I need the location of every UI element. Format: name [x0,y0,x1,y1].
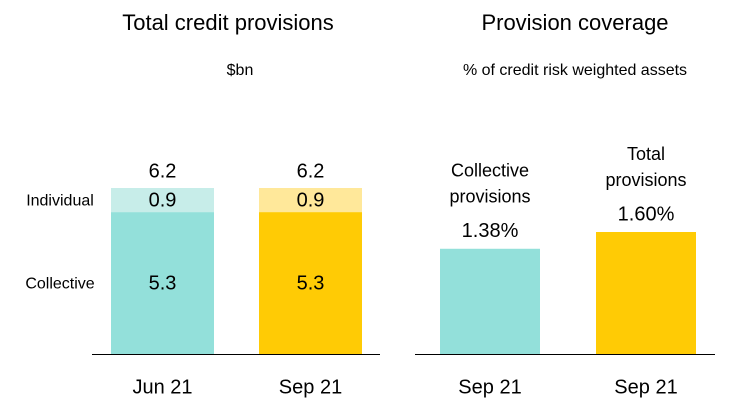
total-label: 6.2 [149,160,177,182]
bar-segment [111,212,214,354]
bar-label: provisions [605,170,686,190]
bar-label: provisions [449,187,530,207]
bar-segment [111,188,214,213]
data-label: 5.3 [297,272,325,294]
data-label: 0.9 [297,189,325,211]
data-label: 1.38% [462,220,519,242]
x-tick-label: Jun 21 [132,376,192,398]
chart-subtitle: % of credit risk weighted assets [463,62,687,79]
bar-segment [259,188,362,213]
bar-label: Collective [451,161,529,181]
bar [440,248,540,354]
data-label: 5.3 [149,272,177,294]
row-label: Individual [26,192,94,209]
bar-segment [259,212,362,354]
data-label: 0.9 [149,189,177,211]
x-tick-label: Sep 21 [279,376,342,398]
data-label: 1.60% [618,203,675,225]
bar-label: Total [627,144,665,164]
x-tick-label: Sep 21 [614,376,677,398]
total-label: 6.2 [297,160,325,182]
row-label: Collective [25,275,94,292]
chart-title: Total credit provisions [122,10,334,35]
x-tick-label: Sep 21 [458,376,521,398]
bar [596,232,696,354]
chart-subtitle: $bn [227,62,254,79]
chart-title: Provision coverage [481,10,668,35]
